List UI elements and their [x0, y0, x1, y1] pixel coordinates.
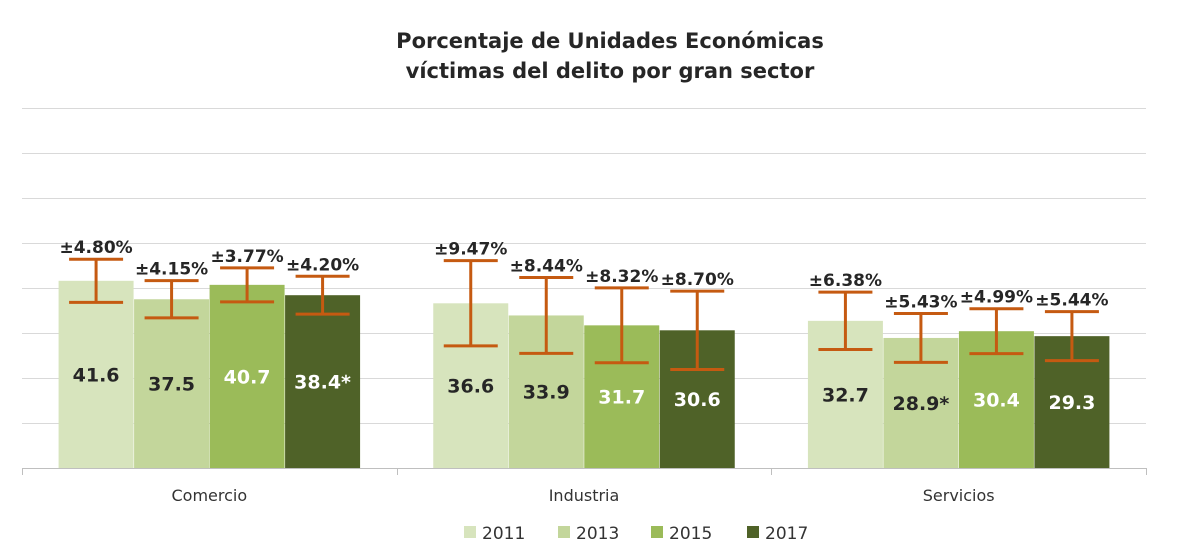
chart-title-line-2: víctimas del delito por gran sector	[405, 59, 815, 83]
bar-value-label: 33.9	[523, 382, 570, 404]
error-label: ±4.20%	[286, 255, 359, 275]
error-label: ±8.44%	[510, 256, 583, 276]
bar-value-label: 37.5	[148, 374, 195, 396]
bar-value-label: 41.6	[73, 364, 120, 386]
legend-swatch	[558, 526, 570, 538]
error-label: ±6.38%	[809, 271, 882, 291]
error-label: ±3.77%	[210, 247, 283, 267]
labels: 41.6 ±4.80% 37.5 ±4.15% 40.7 ±3.77% 38.4* ±4.20…	[59, 238, 1108, 415]
error-label: ±5.44%	[1035, 291, 1108, 311]
bar	[134, 299, 210, 468]
chart-title-line-1: Porcentaje de Unidades Económicas	[396, 29, 824, 53]
error-label: ±8.70%	[661, 270, 734, 290]
bar-value-label: 32.7	[822, 384, 869, 406]
error-label: ±4.15%	[135, 260, 208, 280]
error-label: ±9.47%	[434, 240, 507, 260]
bar-value-label: 40.7	[224, 366, 271, 388]
bar-value-label: 30.6	[674, 389, 721, 411]
bar-value-label: 28.9*	[893, 393, 950, 415]
x-axis: Comercio Industria Servicios	[22, 468, 1147, 505]
error-label: ±5.43%	[884, 293, 957, 313]
bar	[285, 295, 361, 468]
bar-value-label: 36.6	[447, 376, 494, 398]
chart-title: Porcentaje de Unidades Económicas víctim…	[0, 26, 1181, 86]
bars	[58, 280, 1110, 468]
bar-value-label: 31.7	[598, 387, 645, 409]
legend-label: 2013	[576, 524, 619, 544]
error-bars	[69, 257, 1099, 371]
gridlines	[22, 108, 1146, 424]
legend-label: 2015	[669, 524, 712, 544]
category-label: Industria	[549, 486, 620, 505]
category-label: Servicios	[923, 486, 995, 505]
bar-value-label: 29.3	[1048, 392, 1095, 414]
category-label: Comercio	[172, 486, 248, 505]
legend: 2011 2013 2015 2017	[464, 524, 808, 544]
legend-label: 2011	[482, 524, 525, 544]
legend-label: 2017	[765, 524, 808, 544]
bar-value-label: 30.4	[973, 390, 1020, 412]
bar-value-label: 38.4*	[294, 372, 351, 394]
error-label: ±8.32%	[585, 267, 658, 287]
legend-swatch	[747, 526, 759, 538]
error-label: ±4.80%	[59, 238, 132, 258]
legend-swatch	[651, 526, 663, 538]
bar	[209, 284, 285, 468]
legend-swatch	[464, 526, 476, 538]
error-label: ±4.99%	[960, 288, 1033, 308]
bar	[58, 280, 134, 468]
